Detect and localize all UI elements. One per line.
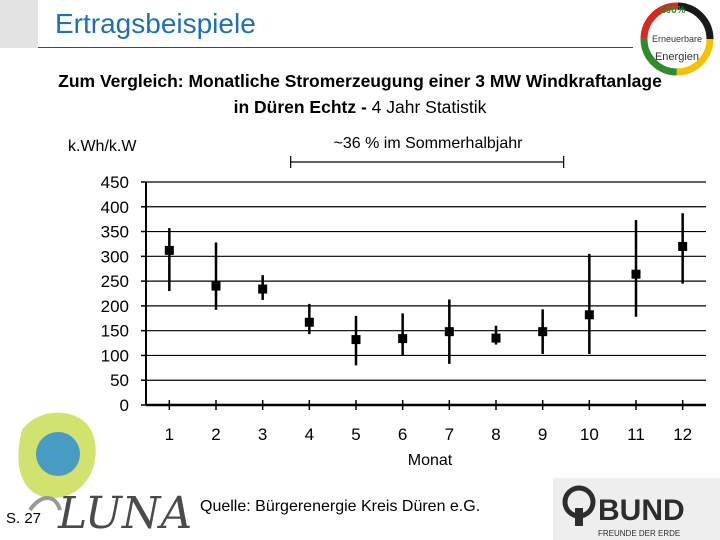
error-bars xyxy=(168,213,684,366)
data-point xyxy=(211,281,221,291)
chart-subtitle: Zum Vergleich: Monatliche Stromerzeugung… xyxy=(0,68,720,120)
logo-text-1: 100% xyxy=(660,5,686,16)
x-tick-label: 3 xyxy=(258,425,267,444)
data-point xyxy=(491,333,501,343)
data-point xyxy=(538,327,548,337)
logo-text-2: Erneuerbare xyxy=(652,34,702,44)
annotation-bracket xyxy=(290,156,565,168)
luna-logo: LUNA xyxy=(18,412,192,539)
luna-swoosh xyxy=(28,496,62,512)
x-tick-label: 7 xyxy=(445,425,454,444)
y-tick-label: 100 xyxy=(101,346,129,365)
source-note: Quelle: Bürgerenergie Kreis Düren e.G. xyxy=(200,498,481,515)
data-point xyxy=(351,335,361,345)
bund-wordmark: BUND xyxy=(598,494,685,527)
x-tick-label: 4 xyxy=(305,425,314,444)
x-tick-label: 5 xyxy=(351,425,360,444)
data-point xyxy=(584,310,594,320)
bund-subtext: FREUNDE DER ERDE xyxy=(598,529,680,538)
y-axis-label: k.Wh/k.W xyxy=(68,138,137,155)
data-markers xyxy=(164,241,688,345)
axes xyxy=(145,182,706,407)
x-tick-label: 8 xyxy=(491,425,500,444)
y-tick-label: 200 xyxy=(101,297,129,316)
data-point xyxy=(398,334,408,344)
y-tick-label: 450 xyxy=(101,173,129,192)
logo-ring-green xyxy=(640,2,714,76)
data-point xyxy=(444,327,454,337)
luna-wordmark: LUNA xyxy=(57,488,192,539)
x-tick-label: 12 xyxy=(673,425,692,444)
data-point xyxy=(631,269,641,279)
y-tick-label: 250 xyxy=(101,272,129,291)
x-tick-label: 1 xyxy=(165,425,174,444)
title-divider xyxy=(38,47,633,48)
data-point xyxy=(164,245,174,255)
x-tick-labels: 1 2 3 4 5 6 7 8 9 10 11 12 xyxy=(165,400,692,444)
subtitle-line-1: Zum Vergleich: Monatliche Stromerzeugung… xyxy=(58,71,662,91)
subtitle-line-2: in Düren Echtz - 4 Jahr Statistik xyxy=(0,94,720,120)
y-tick-label: 350 xyxy=(101,223,129,242)
top-right-logo: 100% Erneuerbare Energien xyxy=(640,2,714,76)
grid-lines xyxy=(146,181,706,381)
bund-logo: BUND FREUNDE DER ERDE xyxy=(553,478,720,540)
x-tick-label: 11 xyxy=(627,425,645,444)
x-tick-label: 9 xyxy=(538,425,547,444)
y-tick-label: 300 xyxy=(101,247,129,266)
page-number: S. 27 xyxy=(6,510,42,527)
x-axis-label: Monat xyxy=(407,452,453,469)
y-tick-label: 50 xyxy=(110,371,129,390)
logo-ring-dark xyxy=(640,2,714,76)
page-title: Ertragsbeispiele xyxy=(55,8,256,39)
subtitle-line-2-bold: in Düren Echtz - xyxy=(233,97,372,117)
y-tick-label: 150 xyxy=(101,322,129,341)
y-tick-label: 400 xyxy=(101,198,129,217)
logo-text-3: Energien xyxy=(655,51,699,63)
x-tick-label: 6 xyxy=(398,425,407,444)
data-point xyxy=(258,284,268,294)
luna-globe xyxy=(36,432,80,476)
x-tick-label: 10 xyxy=(580,425,599,444)
data-point xyxy=(678,241,688,251)
subtitle-line-2-plain: 4 Jahr Statistik xyxy=(371,97,487,117)
data-point xyxy=(304,317,314,327)
y-tick-label: 0 xyxy=(120,396,129,415)
y-tick-labels: 450 400 350 300 250 200 150 100 50 0 xyxy=(101,173,146,415)
summer-annotation: ~36 % im Sommerhalbjahr xyxy=(333,135,523,152)
logo-ring-red xyxy=(640,2,714,76)
header-accent-bar xyxy=(0,0,38,48)
x-tick-label: 2 xyxy=(211,425,220,444)
bund-emblem-stem xyxy=(575,508,583,526)
